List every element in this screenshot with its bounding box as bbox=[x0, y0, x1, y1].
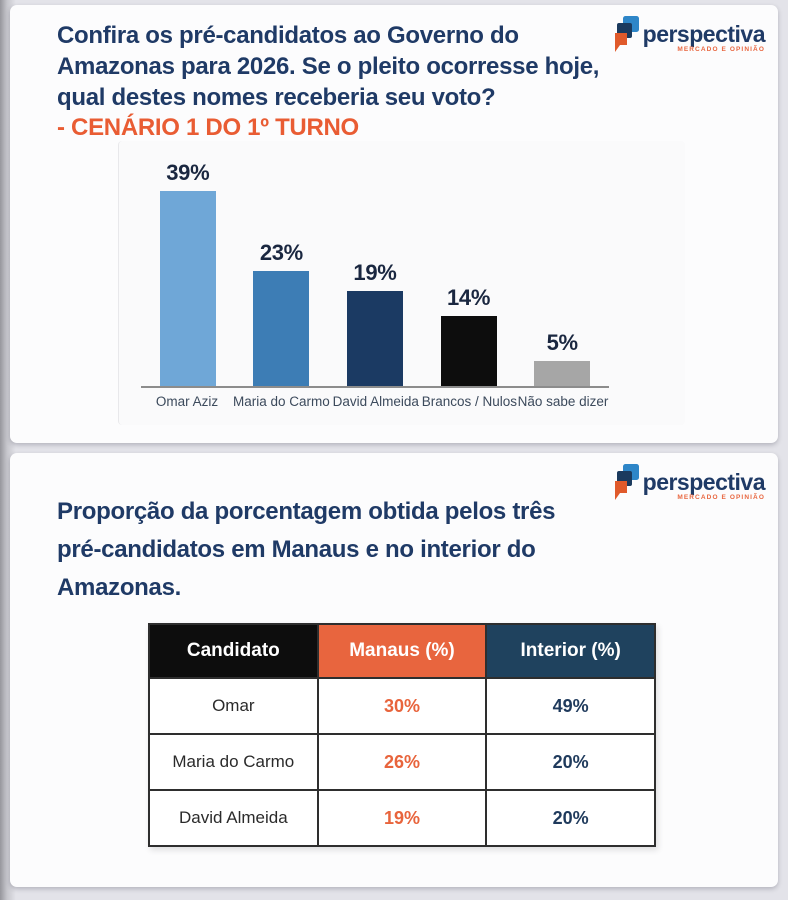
bar-brancos-nulos bbox=[440, 316, 497, 386]
cell-interior-value: 49% bbox=[485, 677, 656, 735]
perspectiva-logo-icon bbox=[613, 14, 640, 59]
brand-name: perspectiva bbox=[642, 469, 766, 495]
slide2-title-line3: Amazonas. bbox=[57, 574, 182, 601]
slide1-title-line3: qual destes nomes receberia seu voto? bbox=[57, 84, 496, 111]
header-interior: Interior (%) bbox=[485, 623, 656, 679]
cell-interior-value: 20% bbox=[485, 733, 656, 791]
slide1-title: Confira os pré-candidatos ao Governo do … bbox=[57, 20, 599, 113]
bar-column-maria-do-carmo: 23% bbox=[235, 145, 329, 386]
bar-column-brancos-nulos: 14% bbox=[422, 145, 516, 386]
header-candidato: Candidato bbox=[148, 623, 319, 679]
slide1-scenario-subtitle: - CENÁRIO 1 DO 1º TURNO bbox=[57, 114, 359, 141]
table-header-row: Candidato Manaus (%) Interior (%) bbox=[148, 623, 656, 679]
bar-value-label: 14% bbox=[447, 285, 491, 310]
bar-value-label: 23% bbox=[259, 240, 303, 265]
cell-candidate: David Almeida bbox=[148, 789, 319, 847]
bar-chart-plot-area: 39% 23% 19% 14% 5% bbox=[141, 145, 609, 388]
category-label-maria-do-carmo: Maria do Carmo bbox=[232, 394, 330, 409]
bar-david-almeida bbox=[346, 291, 403, 386]
slide-first-round-scenario: perspectiva MERCADO E OPINIÃO Confira os… bbox=[10, 5, 778, 443]
bar-column-omar-aziz: 39% bbox=[141, 145, 235, 386]
bar-omar-aziz bbox=[159, 191, 216, 386]
perspectiva-logo: perspectiva MERCADO E OPINIÃO bbox=[613, 14, 766, 59]
slide2-title: Proporção da porcentagem obtida pelos tr… bbox=[57, 493, 555, 607]
bar-value-label: 19% bbox=[353, 260, 397, 285]
category-label-david-almeida: David Almeida bbox=[332, 394, 419, 409]
bar-column-nao-sabe-dizer: 5% bbox=[515, 145, 609, 386]
table-row: Omar 30% 49% bbox=[148, 677, 656, 735]
perspectiva-logo: perspectiva MERCADO E OPINIÃO bbox=[613, 462, 766, 507]
table-row: Maria do Carmo 26% 20% bbox=[148, 733, 656, 791]
perspectiva-wordmark: perspectiva MERCADO E OPINIÃO bbox=[642, 469, 766, 502]
table-row: David Almeida 19% 20% bbox=[148, 789, 656, 847]
bar-value-label: 5% bbox=[546, 330, 579, 355]
manaus-interior-table: Candidato Manaus (%) Interior (%) Omar 3… bbox=[148, 623, 656, 847]
brand-tagline: MERCADO E OPINIÃO bbox=[677, 494, 765, 501]
brand-tagline: MERCADO E OPINIÃO bbox=[677, 46, 765, 53]
bar-chart-category-axis: Omar Aziz Maria do Carmo David Almeida B… bbox=[141, 394, 609, 409]
perspectiva-wordmark: perspectiva MERCADO E OPINIÃO bbox=[642, 21, 766, 54]
cell-candidate: Omar bbox=[148, 677, 319, 735]
bar-nao-sabe-dizer bbox=[534, 361, 591, 386]
slide2-title-line1: Proporção da porcentagem obtida pelos tr… bbox=[57, 498, 556, 525]
slide-manaus-interior-proportion: perspectiva MERCADO E OPINIÃO Proporção … bbox=[10, 453, 778, 887]
bar-value-label: 39% bbox=[166, 160, 210, 185]
bar-maria-do-carmo bbox=[253, 271, 310, 386]
header-manaus: Manaus (%) bbox=[316, 623, 488, 679]
perspectiva-logo-icon bbox=[613, 462, 640, 507]
cell-manaus-value: 26% bbox=[316, 733, 488, 791]
brand-name: perspectiva bbox=[642, 21, 766, 47]
slide2-title-line2: pré-candidatos em Manaus e no interior d… bbox=[57, 536, 536, 563]
category-label-omar-aziz: Omar Aziz bbox=[155, 394, 219, 409]
bar-column-david-almeida: 19% bbox=[328, 145, 422, 386]
cell-manaus-value: 19% bbox=[316, 789, 488, 847]
cell-interior-value: 20% bbox=[485, 789, 656, 847]
category-label-brancos-nulos: Brancos / Nulos bbox=[421, 394, 518, 409]
slide1-title-line2: Amazonas para 2026. Se o pleito ocorress… bbox=[57, 53, 600, 80]
slide1-title-line1: Confira os pré-candidatos ao Governo do bbox=[57, 22, 519, 49]
poll-bar-chart: 39% 23% 19% 14% 5% bbox=[118, 141, 685, 425]
category-label-nao-sabe-dizer: Não sabe dizer bbox=[517, 394, 609, 409]
cell-candidate: Maria do Carmo bbox=[148, 733, 319, 791]
cell-manaus-value: 30% bbox=[316, 677, 488, 735]
